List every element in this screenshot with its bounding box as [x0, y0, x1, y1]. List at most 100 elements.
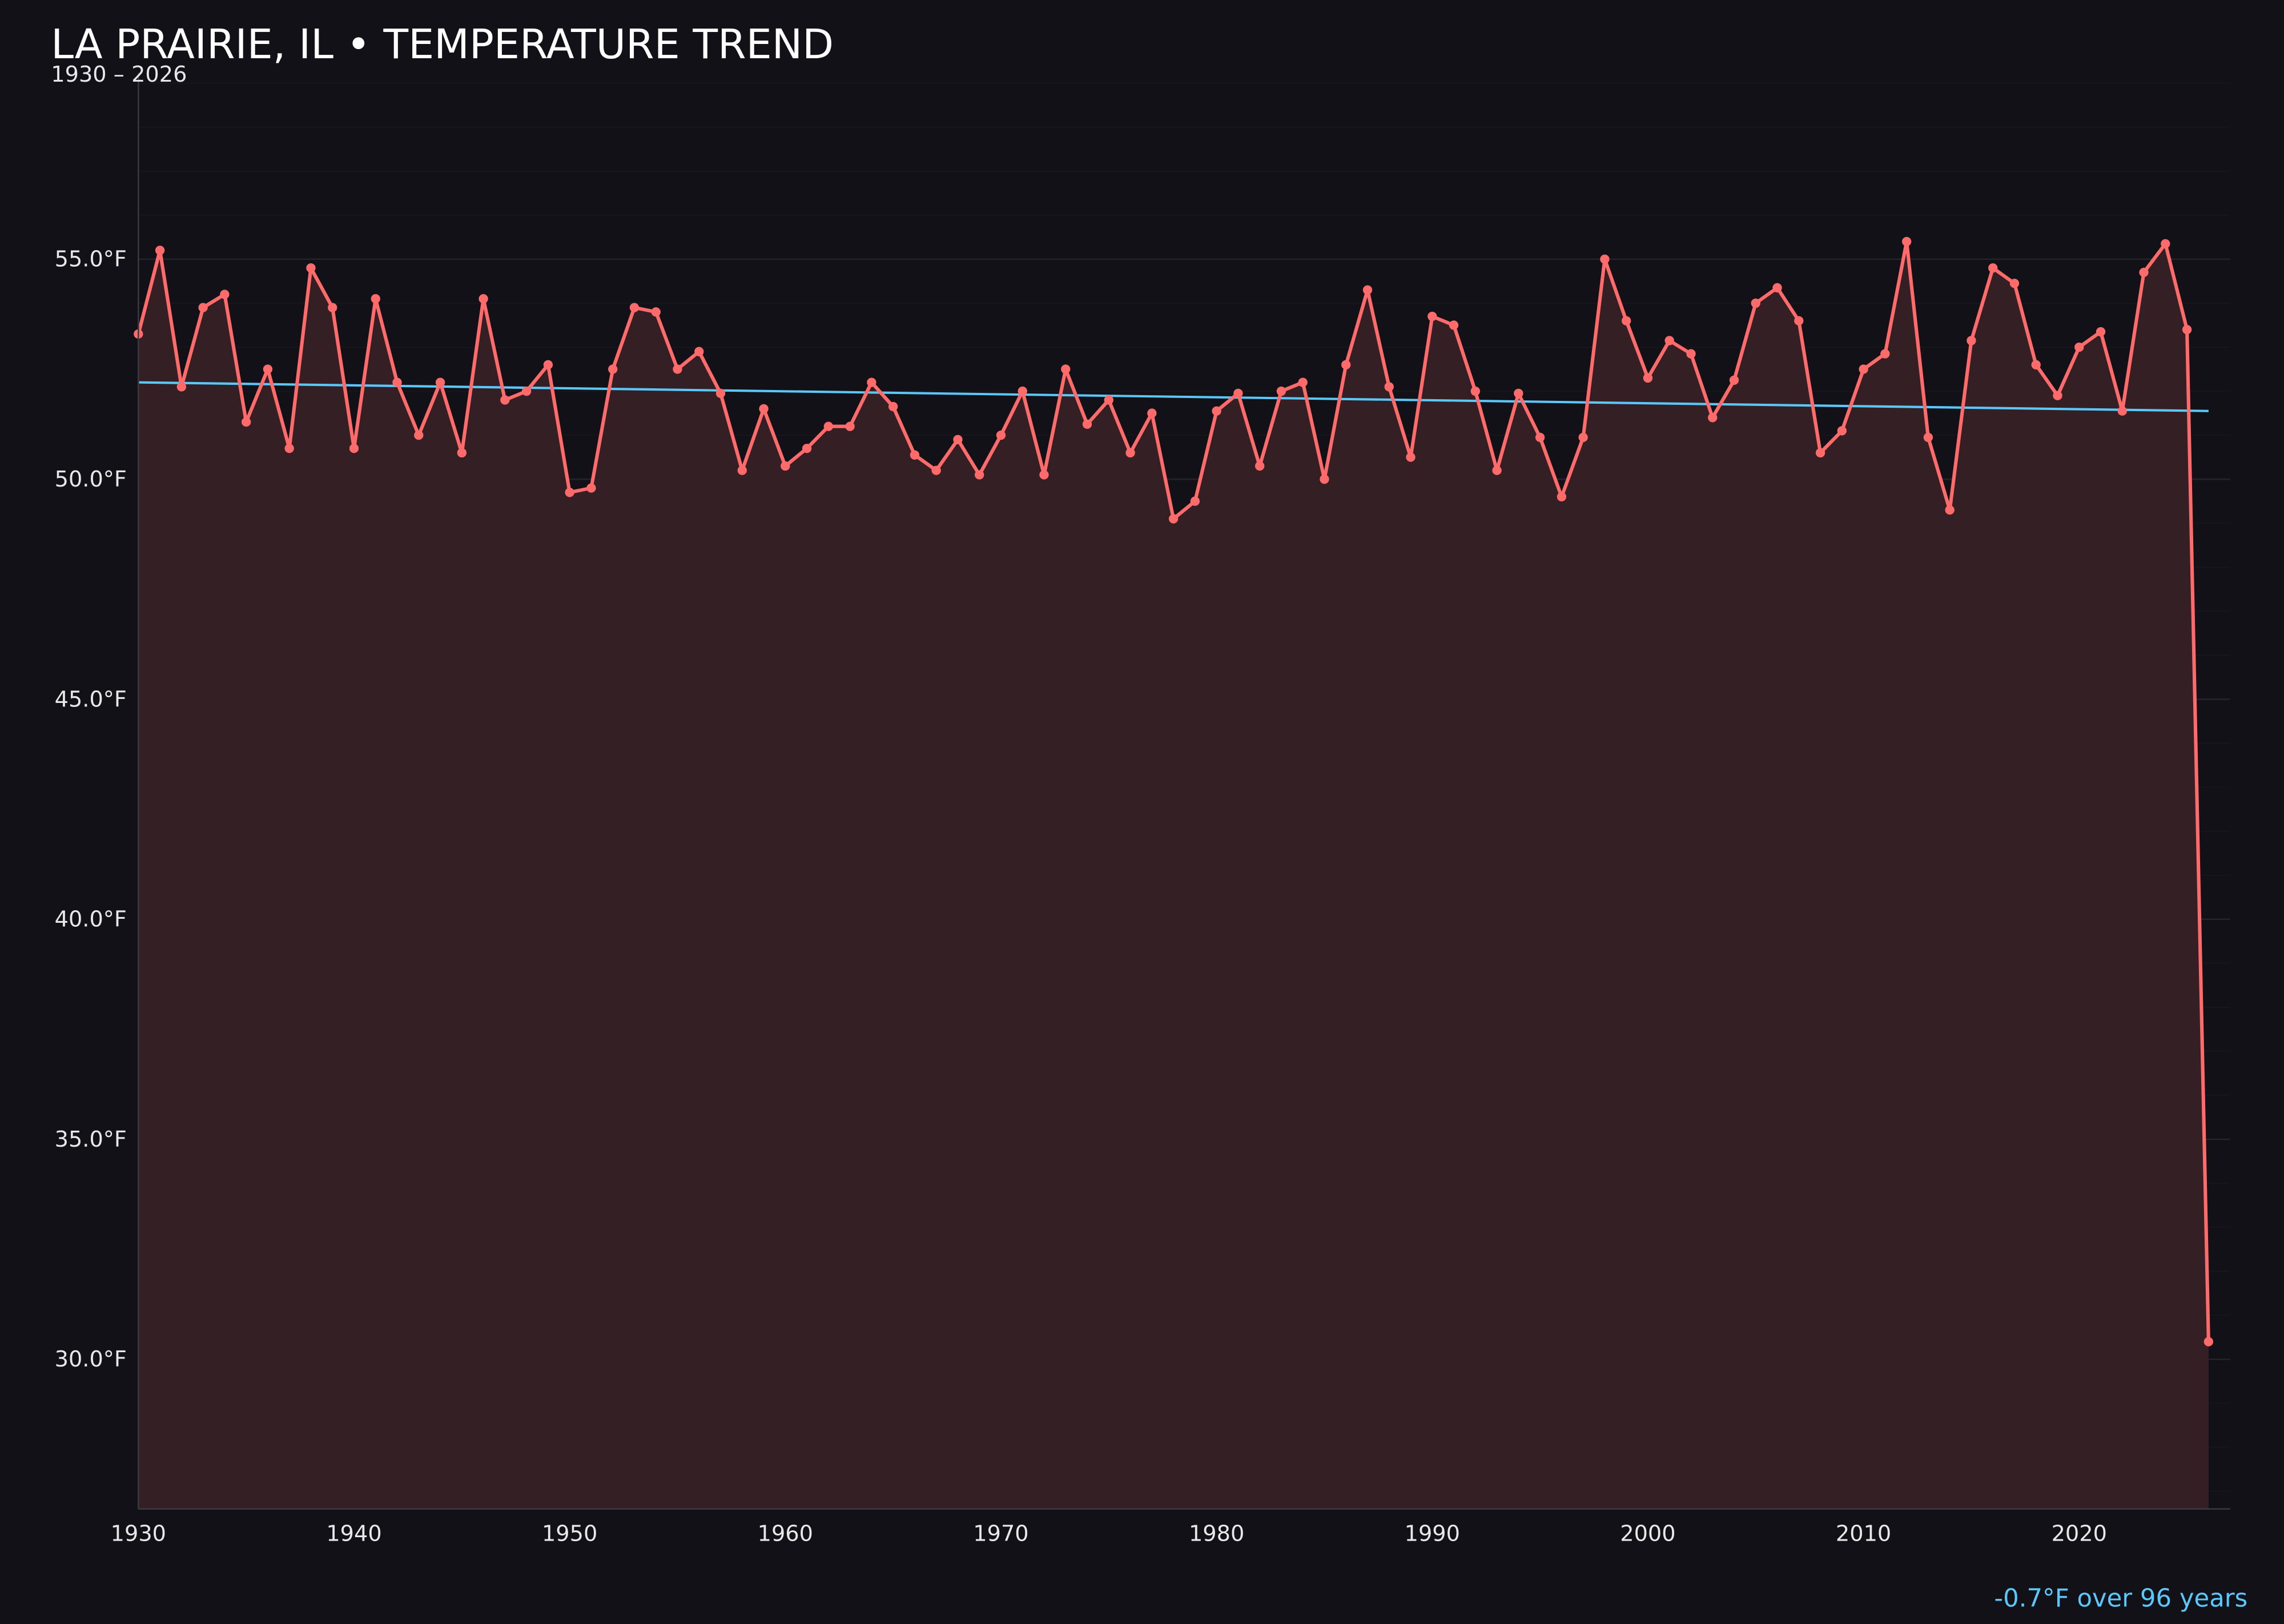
y-tick-label: 55.0°F: [55, 247, 127, 272]
x-tick-label: 2010: [1836, 1521, 1891, 1547]
data-point: [1276, 386, 1286, 396]
data-point: [1751, 298, 1760, 308]
data-point: [2031, 360, 2041, 369]
data-point: [1557, 492, 1567, 502]
data-point: [1104, 395, 1113, 405]
data-point: [1061, 364, 1071, 374]
data-point: [1362, 285, 1373, 295]
data-point: [1082, 419, 1092, 429]
data-point: [328, 303, 337, 312]
chart-title: LA PRAIRIE, IL • TEMPERATURE TREND: [51, 21, 834, 68]
data-point: [1622, 316, 1631, 325]
data-point: [1923, 432, 1933, 443]
y-tick-label: 30.0°F: [55, 1346, 127, 1372]
data-point: [414, 430, 424, 440]
x-tick-label: 2000: [1620, 1521, 1675, 1547]
data-point: [1837, 426, 1847, 436]
data-point: [155, 246, 165, 255]
data-point: [845, 421, 855, 431]
data-point: [198, 303, 208, 312]
data-point: [392, 377, 402, 387]
data-point: [1945, 505, 1955, 515]
x-tick-label: 1950: [542, 1521, 597, 1547]
data-point: [1535, 432, 1545, 443]
data-point: [1643, 373, 1653, 383]
data-point: [953, 435, 963, 444]
data-point: [1233, 388, 1243, 399]
data-point: [1492, 465, 1502, 475]
trend-line: [138, 381, 2209, 412]
data-point: [608, 364, 618, 374]
data-point: [500, 395, 510, 405]
data-point: [737, 465, 747, 475]
data-point: [1772, 283, 1782, 293]
data-point: [521, 386, 532, 396]
data-point: [2139, 267, 2149, 278]
data-point: [867, 377, 876, 387]
data-point: [651, 307, 661, 317]
data-point: [1384, 382, 1394, 392]
data-point: [457, 448, 467, 458]
data-point: [629, 303, 640, 312]
data-point: [823, 421, 834, 431]
data-point: [1988, 263, 1998, 273]
data-point: [996, 430, 1006, 440]
data-point: [1039, 470, 1049, 480]
data-point: [1470, 386, 1480, 396]
data-point: [306, 263, 316, 273]
data-point: [2074, 342, 2084, 352]
data-point: [781, 461, 790, 471]
x-tick-label: 2020: [2052, 1521, 2107, 1547]
data-points: [134, 236, 2214, 1346]
data-point: [1859, 364, 1868, 374]
data-point: [284, 444, 294, 453]
data-point: [1967, 336, 1976, 345]
data-point: [1514, 388, 1523, 399]
y-tick-label: 50.0°F: [55, 467, 127, 492]
data-point: [1320, 475, 1329, 484]
data-point: [242, 417, 251, 427]
data-point: [2096, 327, 2106, 337]
data-point: [371, 294, 380, 304]
data-point: [435, 377, 445, 387]
data-point: [220, 290, 230, 299]
data-point: [2203, 1337, 2214, 1346]
x-tick-label: 1930: [111, 1521, 166, 1547]
data-point: [975, 470, 984, 480]
data-point: [673, 364, 682, 374]
data-point: [715, 388, 726, 399]
data-point: [888, 401, 898, 412]
data-point: [759, 404, 769, 414]
data-point: [1147, 408, 1157, 418]
x-tick-label: 1980: [1189, 1521, 1244, 1547]
data-point: [263, 364, 273, 374]
data-point: [1729, 375, 1739, 385]
data-point: [1794, 316, 1804, 325]
data-point: [1341, 360, 1351, 369]
y-tick-labels: 30.0°F 35.0°F 40.0°F 45.0°F 50.0°F 55.0°F: [55, 247, 127, 1373]
data-point: [1901, 236, 1912, 247]
data-point: [1815, 448, 1825, 458]
data-point: [1708, 413, 1718, 423]
x-tick-label: 1990: [1405, 1521, 1460, 1547]
trend-summary: -0.7°F over 96 years: [1994, 1584, 2247, 1613]
data-point: [1880, 349, 1890, 359]
area-fill: [138, 242, 2209, 1509]
data-point: [586, 483, 596, 493]
data-point: [478, 294, 488, 304]
data-point: [1212, 406, 1221, 416]
data-point: [1254, 461, 1265, 471]
data-point: [1427, 311, 1437, 321]
data-point: [1406, 452, 1416, 462]
data-point: [1168, 514, 1179, 524]
data-point: [694, 347, 704, 356]
data-point: [2117, 406, 2127, 416]
data-point: [1190, 496, 1200, 506]
data-point: [802, 444, 812, 453]
x-tick-labels: 1930 1940 1950 1960 1970 1980 1990 2000 2010 2020: [111, 1521, 2107, 1547]
x-tick-label: 1970: [973, 1521, 1028, 1547]
data-point: [1018, 386, 1027, 396]
data-point: [910, 450, 920, 460]
data-point: [1664, 336, 1674, 345]
